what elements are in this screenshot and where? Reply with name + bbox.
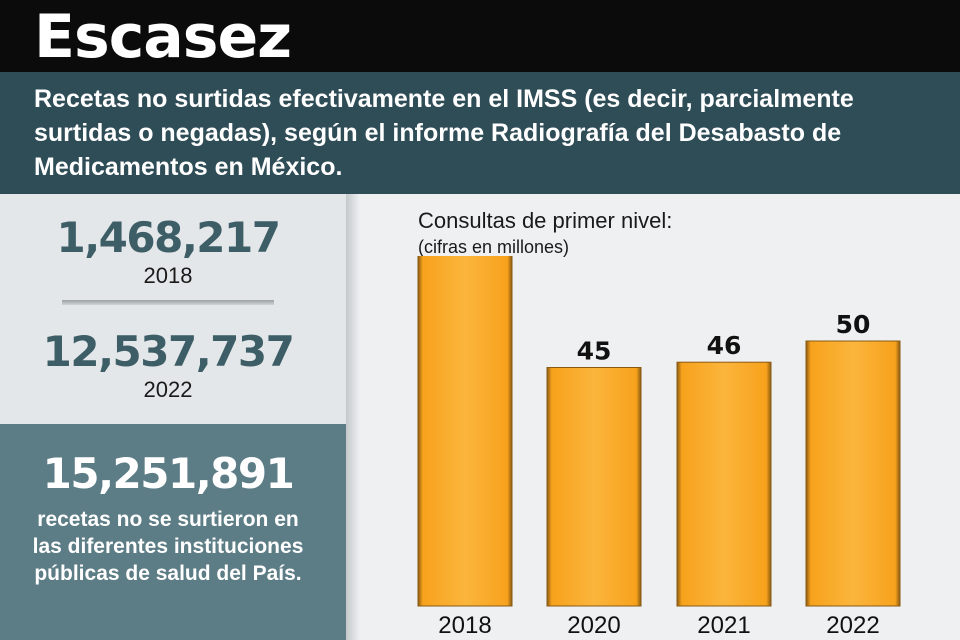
- chart-title: Consultas de primer nivel:: [418, 208, 673, 233]
- page-title: Escasez: [34, 2, 292, 72]
- stat-value-2022: 12,537,737: [42, 327, 295, 376]
- panel-shadow: [346, 194, 360, 640]
- bar-2021: [676, 361, 772, 607]
- x-tick-label: 2018: [438, 612, 491, 639]
- bar-2018: [417, 256, 513, 607]
- x-tick-label: 2020: [567, 612, 620, 639]
- bar-value-label: 45: [577, 337, 612, 366]
- x-tick-label: 2022: [826, 612, 879, 639]
- subtitle-bar: Recetas no surtidas efectivamente en el …: [0, 72, 960, 194]
- stat-year-2018: 2018: [143, 263, 193, 288]
- stats-divider: [62, 300, 274, 305]
- title-bar: Escasez: [0, 0, 960, 72]
- stats-panel: [0, 194, 346, 424]
- chart-subtitle: (cifras en millones): [418, 237, 570, 257]
- stat-value-2018: 1,468,217: [56, 213, 281, 262]
- x-tick-label: 2021: [697, 612, 750, 639]
- page-subtitle: Recetas no surtidas efectivamente en el …: [34, 85, 854, 181]
- total-panel: [0, 424, 346, 640]
- stat-year-2022: 2022: [143, 377, 193, 402]
- bar-value-label: 50: [836, 310, 871, 339]
- bar-value-label: 46: [707, 331, 742, 360]
- bar-2022: [805, 340, 901, 607]
- total-value: 15,251,891: [42, 449, 295, 498]
- bar-2020: [546, 367, 642, 607]
- total-description: recetas no se surtieron en las diferente…: [32, 508, 304, 585]
- bar-chart: 972018452020462021502022: [417, 256, 901, 639]
